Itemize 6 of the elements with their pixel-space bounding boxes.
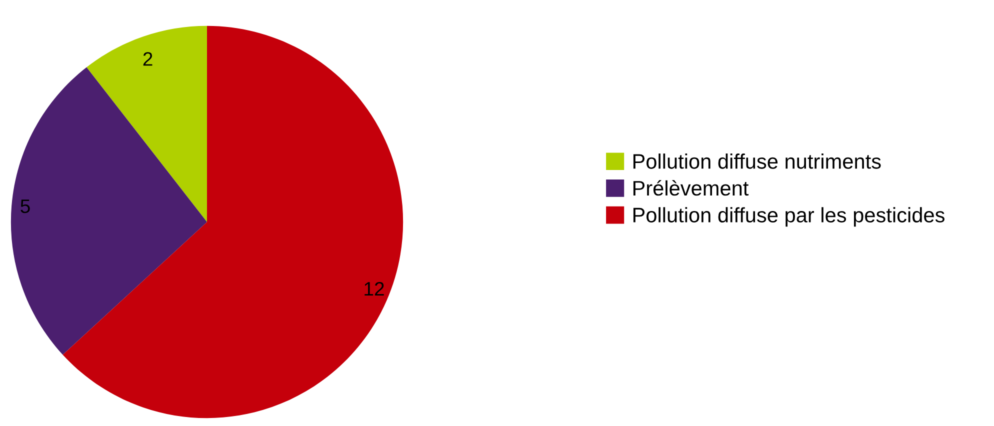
legend-label: Pollution diffuse par les pesticides <box>633 207 944 227</box>
legend-label: Prélèvement <box>633 180 749 196</box>
legend-label: Pollution diffuse nutriments <box>633 154 881 169</box>
data-label: 2 <box>143 52 152 66</box>
data-label: 5 <box>20 200 30 214</box>
data-label: 12 <box>364 282 384 296</box>
